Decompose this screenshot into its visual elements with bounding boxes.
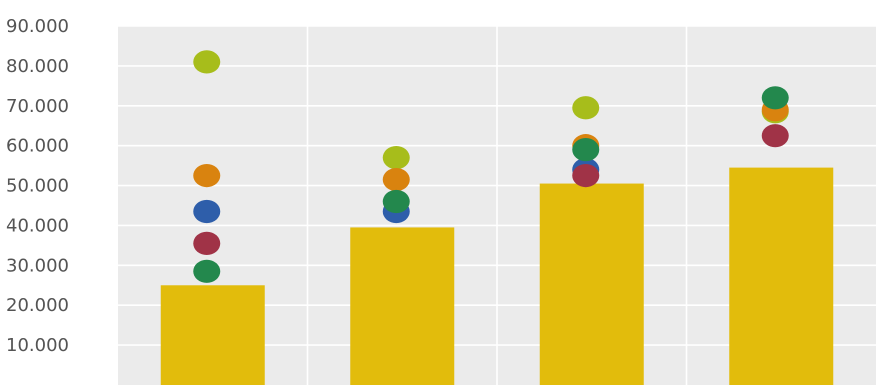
bar-layer: [160, 167, 834, 385]
point-series2-cat2: [382, 167, 410, 192]
grid-layer: [118, 25, 876, 385]
y-tick-label-0: 10.000: [6, 335, 69, 356]
bar-2: [350, 227, 455, 385]
y-tick-label-2: 30.000: [6, 255, 69, 276]
bar-1: [160, 285, 265, 385]
point-series1-cat2: [382, 146, 410, 170]
point-series5-cat1: [193, 259, 221, 283]
point-series5-cat2: [382, 189, 410, 214]
y-tick-label-8: 90.000: [6, 16, 69, 37]
bar-4: [729, 167, 834, 385]
y-tick-label-6: 70.000: [6, 96, 69, 117]
point-series4-cat4: [761, 124, 789, 148]
point-series3-cat1: [193, 199, 221, 224]
y-tick-label-7: 80.000: [6, 56, 69, 77]
point-series5-cat4: [761, 86, 789, 110]
point-series1-cat3: [572, 96, 600, 120]
y-tick-label-3: 40.000: [6, 215, 69, 236]
y-tick-label-1: 20.000: [6, 295, 69, 316]
point-series5-cat3: [572, 138, 600, 162]
bar-3: [539, 183, 644, 385]
point-series1-cat1: [193, 50, 221, 74]
y-tick-label-5: 60.000: [6, 136, 69, 157]
point-series4-cat3: [572, 163, 600, 188]
point-layer: [193, 50, 789, 283]
point-series2-cat1: [193, 163, 221, 188]
y-tick-label-4: 50.000: [6, 176, 69, 197]
point-series4-cat1: [193, 231, 221, 256]
y-axis-ticks: 10.000 20.000 30.000 40.000 50.000 60.000 70.0…: [6, 16, 69, 356]
